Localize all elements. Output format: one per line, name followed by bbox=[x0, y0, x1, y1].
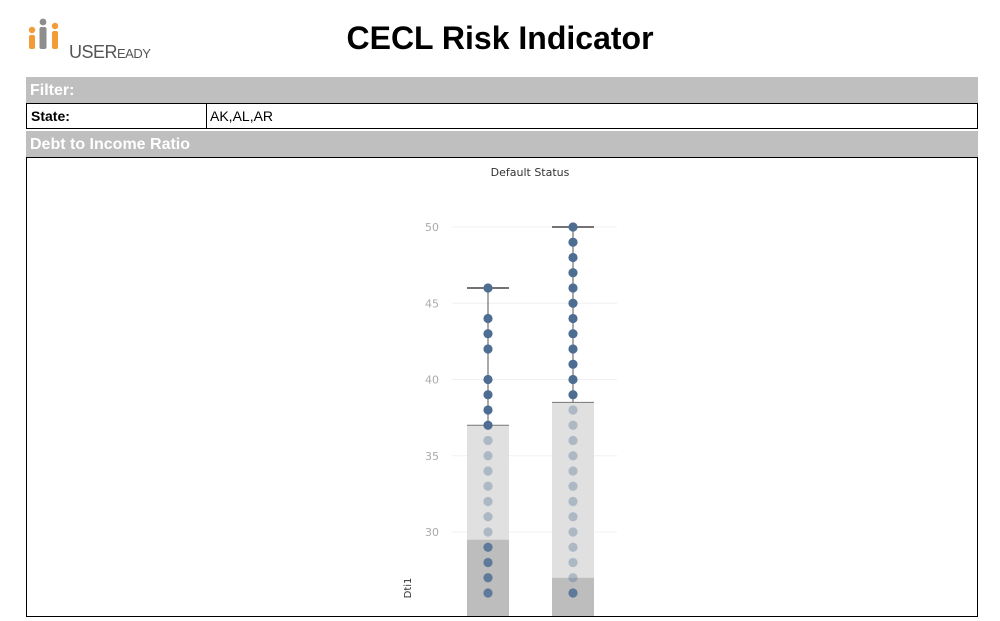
data-point[interactable] bbox=[483, 390, 493, 400]
data-point[interactable] bbox=[568, 420, 578, 430]
data-point[interactable] bbox=[483, 329, 493, 339]
box-series bbox=[467, 222, 594, 618]
data-point[interactable] bbox=[483, 573, 493, 583]
data-point[interactable] bbox=[483, 588, 493, 598]
data-point[interactable] bbox=[483, 420, 493, 430]
data-point[interactable] bbox=[568, 527, 578, 537]
data-point[interactable] bbox=[568, 496, 578, 507]
data-point[interactable] bbox=[483, 466, 493, 476]
data-point[interactable] bbox=[568, 451, 578, 461]
data-point[interactable] bbox=[568, 573, 578, 583]
data-point[interactable] bbox=[568, 222, 578, 232]
data-point[interactable] bbox=[568, 374, 578, 385]
data-point[interactable] bbox=[483, 451, 493, 461]
data-point[interactable] bbox=[568, 481, 578, 491]
data-point[interactable] bbox=[568, 466, 578, 476]
logo-figures-icon bbox=[28, 18, 59, 49]
chart-title: Default Status bbox=[491, 166, 570, 179]
data-point[interactable] bbox=[568, 268, 578, 278]
box-group bbox=[467, 283, 509, 618]
data-point[interactable] bbox=[483, 283, 493, 293]
logo-text-main: USER bbox=[69, 42, 118, 62]
data-point[interactable] bbox=[568, 237, 578, 247]
data-point[interactable] bbox=[483, 344, 493, 354]
data-point[interactable] bbox=[483, 481, 493, 491]
data-point[interactable] bbox=[568, 329, 578, 339]
data-point[interactable] bbox=[568, 405, 578, 415]
data-point[interactable] bbox=[568, 588, 578, 598]
data-point[interactable] bbox=[483, 405, 493, 415]
logo-text-suffix: EADY bbox=[117, 46, 151, 61]
data-point[interactable] bbox=[483, 374, 493, 385]
data-point[interactable] bbox=[568, 435, 578, 446]
data-point[interactable] bbox=[483, 313, 493, 324]
data-point[interactable] bbox=[483, 435, 493, 446]
y-tick-label: 40 bbox=[425, 374, 439, 387]
logo-wordmark: USEREADY bbox=[69, 42, 151, 63]
page-title: CECL Risk Indicator bbox=[346, 20, 654, 56]
box-upper-quartile bbox=[467, 425, 509, 540]
data-point[interactable] bbox=[568, 359, 578, 369]
data-point[interactable] bbox=[568, 252, 578, 263]
data-point[interactable] bbox=[568, 313, 578, 324]
box-upper-quartile bbox=[552, 402, 594, 578]
data-point[interactable] bbox=[568, 557, 578, 568]
data-point[interactable] bbox=[568, 344, 578, 354]
y-tick-labels: 30 35 40 45 50 bbox=[425, 221, 439, 539]
y-tick-label: 30 bbox=[425, 526, 439, 539]
state-filter-value[interactable]: AK,AL,AR bbox=[210, 108, 274, 124]
box-group bbox=[552, 222, 594, 618]
data-point[interactable] bbox=[483, 527, 493, 537]
y-tick-label: 45 bbox=[425, 297, 439, 310]
filter-section-header: Filter: bbox=[26, 77, 978, 103]
data-point[interactable] bbox=[483, 496, 493, 507]
data-point[interactable] bbox=[568, 298, 578, 308]
data-point[interactable] bbox=[483, 542, 493, 552]
dti-chart-panel: Default Status Dti1 30 35 40 45 50 bbox=[26, 157, 978, 618]
data-point[interactable] bbox=[568, 542, 578, 552]
state-filter-row: State: AK,AL,AR bbox=[26, 103, 978, 129]
dti-section-header: Debt to Income Ratio bbox=[26, 131, 978, 157]
data-point[interactable] bbox=[568, 283, 578, 293]
y-tick-label: 50 bbox=[425, 221, 439, 234]
state-filter-label: State: bbox=[27, 104, 207, 128]
dti-box-plot: Default Status Dti1 30 35 40 45 50 bbox=[403, 166, 617, 618]
data-point[interactable] bbox=[483, 557, 493, 568]
data-point[interactable] bbox=[483, 512, 493, 522]
data-point[interactable] bbox=[568, 512, 578, 522]
usercady-logo: USEREADY bbox=[27, 16, 167, 64]
y-axis-label: Dti1 bbox=[403, 578, 414, 599]
y-tick-label: 35 bbox=[425, 450, 439, 463]
data-point[interactable] bbox=[568, 390, 578, 400]
